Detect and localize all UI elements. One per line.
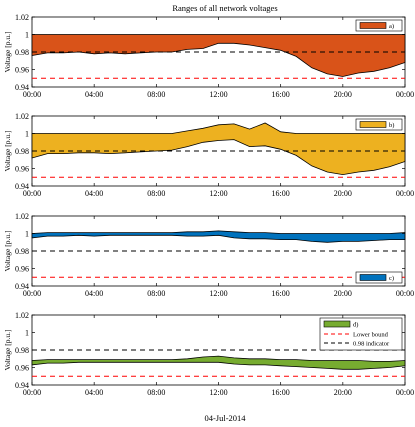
legend-label: 0.98 indicator — [353, 341, 390, 348]
y-tick-label: 1 — [25, 328, 29, 337]
legend-swatch — [359, 121, 387, 128]
y-tick-label: 0.96 — [15, 363, 29, 372]
voltage-range-area — [31, 34, 406, 77]
legend: a) — [355, 19, 403, 32]
y-tick-label: 0.96 — [15, 164, 29, 173]
x-axis-label: 04-Jul-2014 — [204, 413, 246, 423]
x-tick-label: 08:00 — [147, 289, 165, 298]
panel-b: 0.94 0.96 0.98 1 1.02 00:00 04:00 08:00 12:00 16:… — [3, 112, 414, 198]
legend-label: d) — [353, 322, 358, 329]
y-tick-label: 1 — [25, 129, 29, 138]
x-tick-label: 00:00 — [396, 289, 414, 298]
panel-a: 0.94 0.96 0.98 1 1.02 00:00 04:00 08:00 12:00 16:… — [3, 13, 414, 99]
legend-swatch — [359, 22, 387, 29]
panel-d: 0.94 0.96 0.98 1 1.02 00:00 04:00 08:00 12:00 16:… — [3, 311, 414, 397]
x-tick-label: 04:00 — [85, 90, 103, 99]
y-tick-label: 1.02 — [15, 112, 29, 121]
x-tick-label: 20:00 — [334, 189, 352, 198]
x-tick-label: 12:00 — [209, 189, 227, 198]
x-tick-label: 08:00 — [147, 388, 165, 397]
y-tick-label: 0.94 — [15, 282, 29, 291]
y-axis-label: Voltage [p.u.] — [3, 32, 12, 73]
x-tick-label: 16:00 — [272, 289, 290, 298]
y-tick-label: 0.94 — [15, 182, 29, 191]
legend-label: c) — [389, 275, 394, 282]
x-tick-label: 00:00 — [23, 189, 41, 198]
y-tick-label: 0.94 — [15, 83, 29, 92]
x-tick-label: 00:00 — [23, 289, 41, 298]
x-tick-label: 12:00 — [209, 388, 227, 397]
x-tick-label: 00:00 — [396, 189, 414, 198]
x-tick-label: 08:00 — [147, 189, 165, 198]
x-tick-label: 16:00 — [272, 90, 290, 99]
y-axis-label: Voltage [p.u.] — [3, 330, 12, 371]
legend-swatch — [359, 274, 387, 281]
y-tick-label: 0.98 — [15, 147, 29, 156]
figure-title: Ranges of all network voltages — [172, 3, 277, 13]
legend-label: Lower bound — [353, 332, 389, 339]
x-tick-label: 04:00 — [85, 189, 103, 198]
voltage-range-area — [31, 355, 406, 370]
x-tick-label: 04:00 — [85, 289, 103, 298]
x-tick-label: 20:00 — [334, 90, 352, 99]
y-axis-label: Voltage [p.u.] — [3, 131, 12, 172]
x-tick-label: 00:00 — [396, 90, 414, 99]
x-tick-label: 00:00 — [23, 90, 41, 99]
x-tick-label: 20:00 — [334, 289, 352, 298]
y-tick-label: 0.94 — [15, 381, 29, 390]
legend: d) Lower bound 0.98 indicator — [319, 317, 403, 351]
y-tick-label: 0.98 — [15, 346, 29, 355]
x-tick-label: 00:00 — [23, 388, 41, 397]
y-tick-label: 0.98 — [15, 247, 29, 256]
x-tick-label: 12:00 — [209, 289, 227, 298]
x-tick-label: 16:00 — [272, 388, 290, 397]
voltage-range-area — [31, 122, 406, 176]
x-tick-label: 08:00 — [147, 90, 165, 99]
panel-c: 0.94 0.96 0.98 1 1.02 00:00 04:00 08:00 12:00 16:… — [3, 212, 414, 298]
panels: 0.94 0.96 0.98 1 1.02 00:00 04:00 08:00 12:00 16:… — [3, 13, 414, 397]
y-tick-label: 1.02 — [15, 311, 29, 320]
voltage-range-area — [31, 230, 406, 243]
x-tick-label: 20:00 — [334, 388, 352, 397]
legend-swatch — [323, 320, 351, 328]
y-tick-label: 0.98 — [15, 48, 29, 57]
y-tick-label: 1.02 — [15, 212, 29, 221]
y-tick-label: 0.96 — [15, 264, 29, 273]
x-tick-label: 04:00 — [85, 388, 103, 397]
y-tick-label: 0.96 — [15, 65, 29, 74]
legend-label: a) — [389, 23, 394, 30]
legend: c) — [355, 271, 403, 284]
y-tick-label: 1.02 — [15, 13, 29, 22]
y-tick-label: 1 — [25, 229, 29, 238]
y-axis-label: Voltage [p.u.] — [3, 231, 12, 272]
x-tick-label: 16:00 — [272, 189, 290, 198]
x-tick-label: 12:00 — [209, 90, 227, 99]
x-tick-label: 00:00 — [396, 388, 414, 397]
y-tick-label: 1 — [25, 30, 29, 39]
legend-label: b) — [389, 122, 394, 129]
legend: b) — [355, 118, 403, 131]
